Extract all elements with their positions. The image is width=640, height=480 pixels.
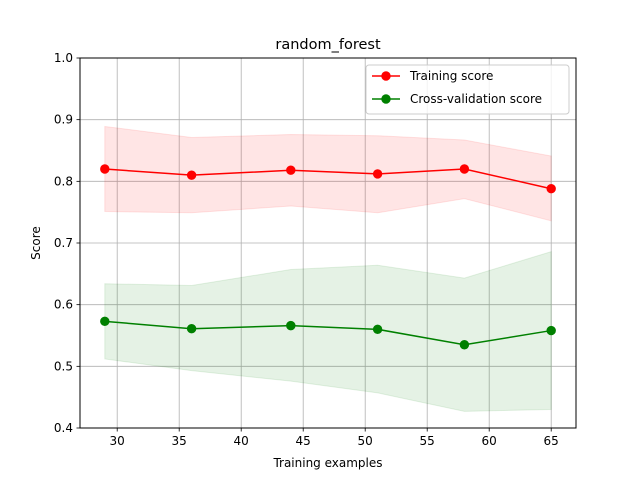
y-tick-label: 0.8: [54, 174, 73, 188]
y-tick-label: 0.6: [54, 298, 73, 312]
legend-point-marker: [381, 94, 391, 104]
confidence-bands: [104, 125, 552, 412]
legend: Training score Cross-validation score: [365, 64, 570, 115]
confidence-band-cross-validation: [104, 250, 552, 412]
legend-box: [365, 64, 570, 115]
y-tick-label: 0.9: [54, 113, 73, 127]
data-point: [459, 164, 470, 174]
data-point: [372, 324, 383, 335]
chart-title: random_forest: [275, 37, 381, 53]
legend-label: Training score: [409, 69, 493, 83]
data-point: [286, 165, 296, 175]
y-tick-label: 0.4: [54, 421, 73, 435]
data-point: [372, 169, 383, 179]
data-point: [546, 325, 556, 336]
y-tick-label: 1.0: [54, 51, 73, 65]
data-point: [186, 324, 197, 334]
axis-ticks: 30 35 40 45 50 55 60 65 0.4 0.5 0.6 0.7 0.8 0.9 1.0: [54, 51, 559, 448]
x-tick-label: 50: [358, 434, 373, 448]
x-tick-label: 40: [234, 434, 249, 448]
data-point: [100, 164, 110, 174]
data-point: [186, 170, 197, 180]
x-tick-label: 35: [172, 434, 187, 448]
series-lines: [100, 164, 556, 350]
series-line-cross-validation: [104, 320, 552, 346]
y-axis-title: Score: [29, 226, 43, 260]
data-point: [286, 320, 296, 331]
legend-point-marker: [381, 71, 391, 81]
y-tick-label: 0.5: [54, 359, 73, 373]
data-point: [459, 340, 470, 350]
y-tick-label: 0.7: [54, 236, 73, 250]
x-tick-label: 30: [110, 434, 125, 448]
x-axis-title: Training examples: [272, 456, 382, 470]
series-line-training: [104, 168, 552, 190]
x-tick-label: 60: [482, 434, 497, 448]
confidence-band-training: [104, 125, 552, 222]
x-tick-label: 45: [296, 434, 311, 448]
x-tick-label: 65: [544, 434, 559, 448]
data-point: [100, 316, 110, 327]
data-point: [546, 184, 556, 194]
x-tick-label: 55: [420, 434, 435, 448]
legend-label: Cross-validation score: [410, 92, 542, 106]
